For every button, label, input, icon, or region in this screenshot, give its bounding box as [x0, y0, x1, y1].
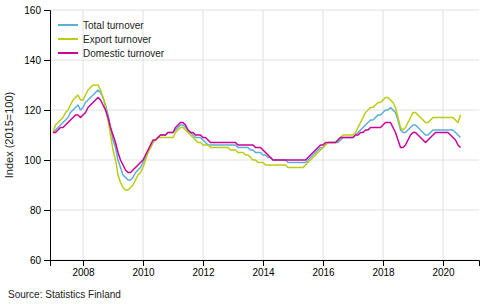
y-axis-tick: 60 [30, 255, 50, 266]
x-axis-tick-mark [443, 260, 444, 266]
y-axis-tick-mark [44, 10, 50, 11]
annotation: Source: Statistics Finland [8, 289, 121, 300]
y-axis-tick-mark [44, 160, 50, 161]
y-axis-tick-mark [44, 260, 50, 261]
x-axis-tick-label: 2012 [192, 267, 215, 278]
x-axis-tick-label: 2010 [132, 267, 155, 278]
grid-line-x [383, 10, 384, 260]
plot-area: 2008 2010 2012 2014 2016 2018 2020 60 80 100 120 14… [24, 5, 479, 278]
y-axis-tick-label: 80 [30, 205, 42, 216]
y-axis-tick-label: 140 [24, 55, 41, 66]
x-axis-tick-label: 2020 [432, 267, 455, 278]
x-axis: 2008 2010 2012 2014 2016 2018 2020 [51, 260, 480, 278]
chart: 2008 2010 2012 2014 2016 2018 2020 60 80 100 120 14… [0, 0, 493, 304]
legend-label: Export turnover [83, 34, 152, 45]
y-axis-tick: 100 [24, 155, 50, 166]
y-axis-tick-mark [44, 60, 50, 61]
y-axis-domain [44, 11, 51, 261]
grid-line-y [50, 60, 479, 61]
legend-swatch [58, 24, 78, 26]
grid [50, 10, 479, 260]
series-line [53, 85, 460, 190]
x-axis-tick-mark [383, 260, 384, 266]
y-axis-tick: 120 [24, 105, 50, 116]
legend-item: Export turnover [58, 34, 152, 45]
x-axis-tick: 2018 [372, 260, 395, 278]
x-axis-tick-mark [203, 260, 204, 266]
y-axis-tick-mark [44, 110, 50, 111]
x-axis-tick-mark [143, 260, 144, 266]
grid-line-x [323, 10, 324, 260]
y-axis-tick-label: 120 [24, 105, 41, 116]
x-axis-tick-label: 2018 [372, 267, 395, 278]
y-axis-tick-mark [44, 210, 50, 211]
grid-line-y [50, 210, 479, 211]
x-axis-tick-label: 2008 [72, 267, 95, 278]
y-axis-tick: 160 [24, 5, 50, 16]
y-axis-title: Index (2015=100) [3, 92, 15, 179]
y-axis: 60 80 100 120 140 160 [24, 5, 50, 266]
grid-line-x [263, 10, 264, 260]
x-axis-tick: 2020 [432, 260, 455, 278]
x-axis-tick-label: 2014 [252, 267, 275, 278]
legend-item: Domestic turnover [58, 48, 165, 59]
y-axis-tick: 140 [24, 55, 50, 66]
x-axis-tick: 2010 [132, 260, 155, 278]
y-axis-tick-label: 160 [24, 5, 41, 16]
legend-swatch [58, 52, 78, 54]
series-line [53, 98, 460, 173]
y-axis-tick-label: 60 [30, 255, 42, 266]
grid-line-y [50, 160, 479, 161]
y-axis-tick-label: 100 [24, 155, 41, 166]
legend: Total turnover Export turnover Domestic tu… [58, 20, 165, 59]
y-axis-tick: 80 [30, 205, 50, 216]
x-axis-tick-mark [263, 260, 264, 266]
x-axis-tick: 2008 [72, 260, 95, 278]
grid-line-y [50, 10, 479, 11]
x-axis-tick-mark [323, 260, 324, 266]
legend-label: Domestic turnover [83, 48, 165, 59]
x-axis-tick-label: 2016 [312, 267, 335, 278]
series-line [53, 90, 460, 180]
x-axis-tick-mark [83, 260, 84, 266]
grid-line-x [203, 10, 204, 260]
x-axis-tick: 2012 [192, 260, 215, 278]
grid-line-x [443, 10, 444, 260]
x-axis-tick: 2014 [252, 260, 275, 278]
x-axis-domain [51, 261, 480, 267]
series-group [53, 85, 460, 190]
legend-item: Total turnover [58, 20, 144, 31]
legend-label: Total turnover [83, 20, 144, 31]
x-axis-tick: 2016 [312, 260, 335, 278]
grid-line-y [50, 110, 479, 111]
legend-swatch [58, 38, 78, 40]
